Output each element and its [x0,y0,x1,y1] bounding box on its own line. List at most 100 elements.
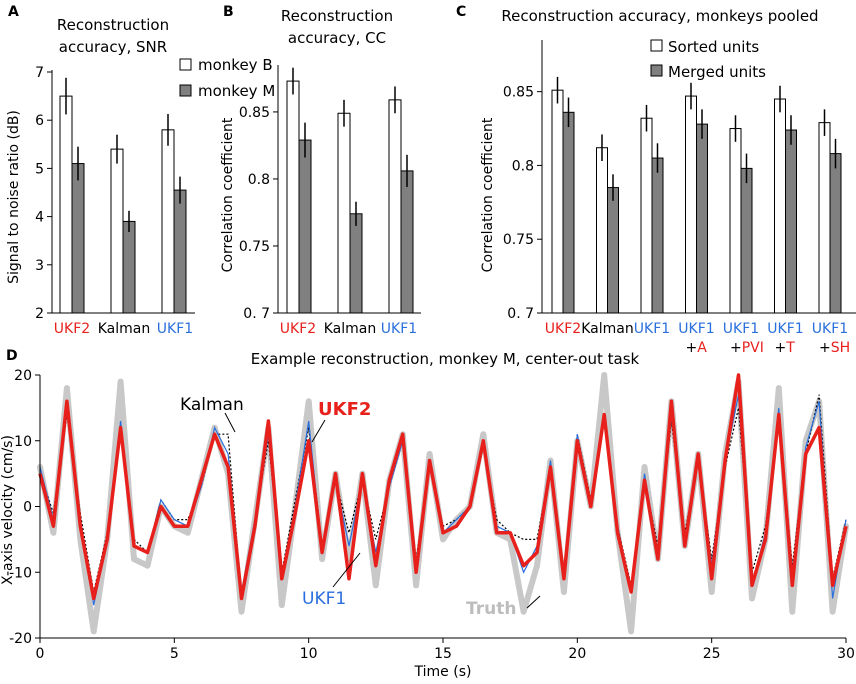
panel-d-xlabel: Time (s) [414,664,472,680]
panel-b-title-line2: accuracy, CC [288,29,386,47]
panel-a-ytick-label: 4 [35,210,44,226]
panel-c-bar [685,95,697,314]
panel-a-bar [110,148,124,314]
panel-c-bar [740,167,753,314]
panel-d-ytick-label: 20 [14,368,32,384]
annotation-ukf1-pointer [332,552,361,588]
legend-sorted-label: Sorted units [668,38,759,56]
panel-c-xlabels: UKF2 Kalman UKF1 UKF1+AUKF1+PVIUKF1+TUKF1+S… [545,321,850,356]
series-kalman [39,394,847,599]
panel-c-title: Reconstruction accuracy, monkeys pooled [501,7,818,25]
panel-d-xtick-label: 30 [837,646,855,662]
panel-a-xlabel-1: Kalman [98,321,151,337]
panel-c: C Reconstruction accuracy, monkeys poole… [456,4,856,356]
annotation-ukf2-pointer [311,419,326,443]
panel-b-title-line1: Reconstruction [281,7,393,25]
panel-b-xlabel-1: Kalman [324,321,377,337]
legend-monkey-m-swatch [179,84,192,97]
panel-a-ytick-label: 6 [35,113,44,129]
panel-b-ylabel: Correlation coefficient [220,117,236,272]
panel-a-bar [71,163,85,314]
panel-c-bars [551,76,842,314]
panel-c-xlabel: UKF1 [767,321,803,337]
panel-b-yticks: 0. 7 0.75 0.8 0.85 [239,105,278,322]
panel-a-xlabel-2: UKF1 [157,321,193,337]
panel-c-xlabel: UKF1 [723,321,759,337]
panel-d-ytick-label: 0 [23,500,32,516]
legend-monkey-b-swatch [179,58,192,71]
series-truth [37,372,849,635]
panel-d-ytick-label: -20 [9,631,32,647]
panel-b-ytick-label: 0.85 [239,105,270,121]
panel-c-bar [729,128,742,314]
panel-b-bar [388,99,402,314]
legend-merged-swatch [650,64,663,77]
panel-a-yticks: 2 3 4 5 6 7 [35,65,52,322]
panel-d-xtick-label: 20 [568,646,586,662]
panel-d: D Example reconstruction, monkey M, cent… [0,348,855,680]
panel-b-bar [286,80,300,314]
panel-c-bar [818,122,831,314]
panel-a-ytick-label: 3 [35,258,44,274]
panel-a-bar [122,220,136,314]
panel-c-ylabel: Correlation coefficient [480,117,496,272]
legend-merged-label: Merged units [668,63,766,81]
panel-c-ytick-label: 0.8 [512,158,534,174]
panel-d-xtick-label: 10 [300,646,318,662]
panel-c-xlabel: UKF1 [678,321,714,337]
panel-b-ytick-label: 0.8 [248,172,270,188]
panel-d-xtick-label: 15 [434,646,452,662]
panel-c-bar [640,117,653,314]
panel-d-letter: D [6,348,18,364]
legend-sorted-swatch [650,39,663,52]
panel-a-letter: A [8,4,19,20]
panel-c-xlabel-suffix: +SH [819,340,850,356]
panel-c-xlabel: UKF2 [545,321,581,337]
panel-b: B Reconstruction accuracy, CC Correlatio… [220,4,421,337]
panel-c-bar [596,147,608,314]
panel-c-bar [562,111,575,314]
panel-b-xlabel-0: UKF2 [280,321,316,337]
legend-monkey-b-label: monkey B [198,56,273,74]
panel-d-title: Example reconstruction, monkey M, center… [251,350,640,368]
panel-c-bar [607,187,619,314]
panel-a-bar [161,129,175,314]
panel-c-ytick-label: 0.85 [503,85,534,101]
series-ukf1 [39,394,847,606]
panel-c-xlabel: UKF1 [634,321,670,337]
panel-b-letter: B [223,4,234,20]
panel-c-xlabel-suffix: +A [686,340,708,356]
annotation-truth: Truth [466,599,516,619]
panel-b-bar [337,112,351,314]
panel-a-bar [173,189,187,314]
panel-c-bar [785,129,797,314]
panel-b-bar [349,213,363,314]
panel-b-bar [400,170,414,314]
panel-d-xtick-label: 0 [36,646,45,662]
panel-b-bar [298,139,312,314]
panel-a-ylabel: Signal to noise ratio (dB) [6,110,22,284]
annotation-ukf2: UKF2 [318,399,371,420]
legend-monkey-m-label: monkey M [198,82,275,100]
panel-c-ytick-label: 0. 7 [507,306,534,322]
panel-d-xtick-label: 25 [703,646,721,662]
panel-d-lines [37,372,849,635]
panel-d-ytick-label: 10 [14,434,32,450]
annotation-truth-pointer [526,595,541,609]
panel-d-ticks: 0 5 10 15 20 25 30 -20 -10 0 10 20 [9,368,855,662]
panel-a-ytick-label: 5 [35,161,44,177]
panel-c-ytick-label: 0.75 [503,232,534,248]
panel-c-xlabel: UKF1 [812,321,848,337]
panel-c-xlabel-suffix: +PVI [730,340,764,356]
annotation-kalman: Kalman [180,395,244,415]
panel-c-bar [651,157,664,314]
panel-c-xlabel: Kalman [581,321,634,337]
panel-c-yticks: 0. 7 0.75 0.8 0.85 [503,85,542,322]
panel-a: A Reconstruction accuracy, SNR Signal to… [6,4,275,337]
panel-b-bars [286,67,414,314]
panel-c-letter: C [456,4,466,20]
panel-c-bar [551,89,564,314]
panel-d-ylabel: X-axis velocity (cm/s) [0,435,16,585]
panel-a-ytick-label: 7 [35,65,44,81]
